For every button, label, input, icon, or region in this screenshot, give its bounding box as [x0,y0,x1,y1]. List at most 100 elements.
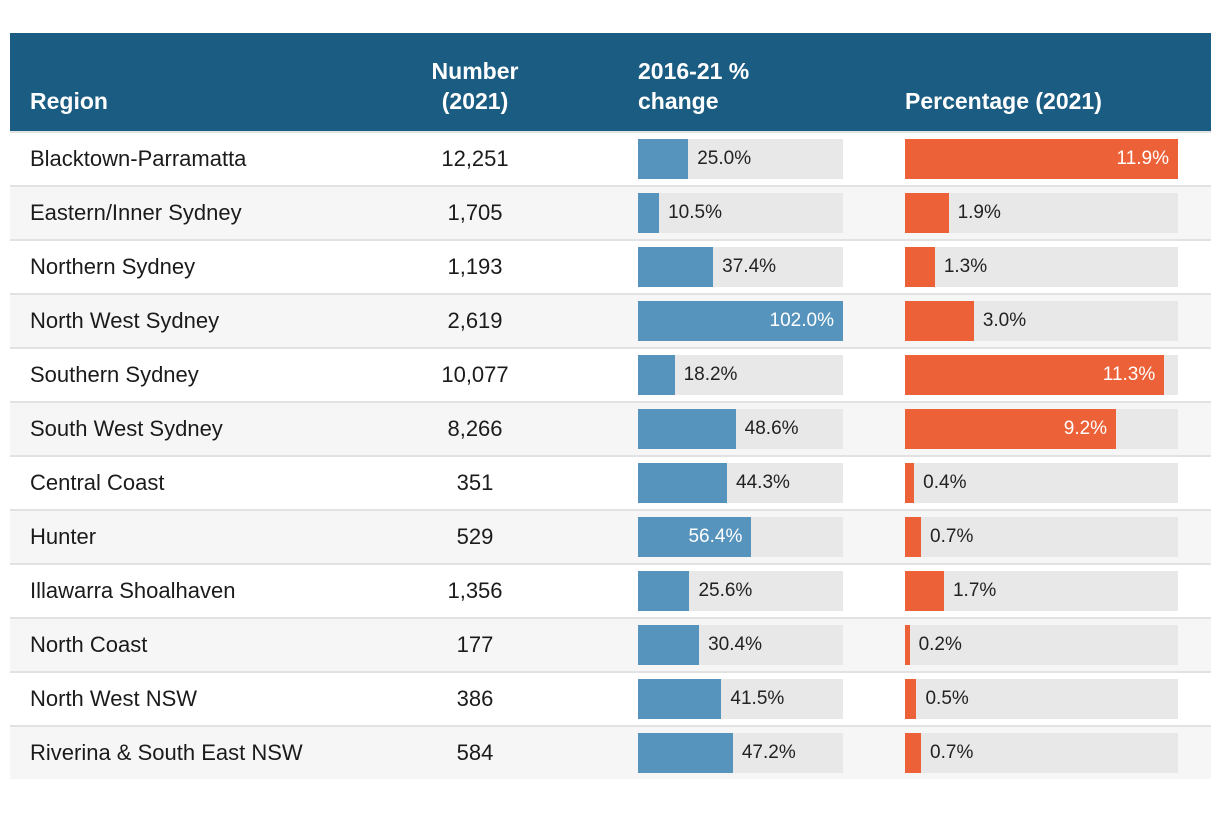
col-header-number-label: Number (2021) [431,58,519,115]
number-cell: 386 [456,686,494,711]
change-bar-cell: 25.6% [560,571,870,611]
change-bar-label: 25.6% [698,580,753,601]
change-bar-label: 30.4% [708,634,762,655]
change-bar-fill [638,571,690,611]
change-bar-cell: 56.4% [560,517,870,557]
change-bar-fill [638,409,736,449]
table-row: Eastern/Inner Sydney 1,705 10.5% 1.9% [10,185,1211,239]
change-bar-fill [638,301,843,341]
change-bar-label: 41.5% [730,688,785,709]
percentage-bar-cell: 0.7% [870,517,1211,557]
regions-table: Region Number (2021) 2016-21 % change Pe… [10,33,1211,779]
region-cell: Riverina & South East NSW [10,731,390,775]
percentage-bar-fill [905,355,1165,395]
table-row: North Coast 177 30.4% 0.2% [10,617,1211,671]
change-bar-label: 18.2% [683,364,738,385]
number-cell: 584 [456,740,494,765]
table-body: Blacktown-Parramatta 12,251 25.0% 11.9% … [10,131,1211,779]
region-label: South West Sydney [30,416,223,442]
percentage-bar-track: 9.2% [905,409,1178,449]
change-bar-fill [638,517,752,557]
region-cell: Hunter [10,515,390,559]
percentage-bar-fill [905,733,922,773]
number-cell: 1,705 [447,200,503,225]
change-bar-fill [638,679,722,719]
percentage-bar-fill [905,193,949,233]
region-cell: Eastern/Inner Sydney [10,191,390,235]
region-label: North West Sydney [30,308,220,334]
percentage-bar-label: 1.7% [952,580,997,601]
change-bar-label: 44.3% [736,472,790,493]
col-header-percentage: Percentage (2021) [870,33,1211,131]
percentage-bar-track: 0.7% [905,733,1178,773]
region-label: Northern Sydney [30,254,196,280]
number-cell: 12,251 [441,146,509,171]
change-bar-track: 56.4% [638,517,843,557]
percentage-bar-track: 1.9% [905,193,1178,233]
percentage-bar-track: 0.7% [905,517,1178,557]
percentage-bar-label: 0.7% [930,526,974,547]
change-bar-fill [638,247,714,287]
table-row: South West Sydney 8,266 48.6% 9.2% [10,401,1211,455]
percentage-bar-track: 11.9% [905,139,1178,179]
change-bar-track: 10.5% [638,193,843,233]
region-cell: Illawarra Shoalhaven [10,569,390,613]
percentage-bar-label: 0.7% [930,742,974,763]
region-label: Central Coast [30,470,165,496]
number-cell: 177 [456,632,494,657]
region-label: Blacktown-Parramatta [30,146,247,172]
percentage-bar-cell: 1.9% [870,193,1211,233]
change-bar-cell: 10.5% [560,193,870,233]
percentage-bar-fill [905,463,915,503]
change-bar-fill [638,625,700,665]
change-bar-cell: 102.0% [560,301,870,341]
percentage-bar-track: 1.3% [905,247,1178,287]
change-bar-cell: 47.2% [560,733,870,773]
percentage-bar-fill [905,409,1117,449]
change-bar-track: 30.4% [638,625,843,665]
percentage-bar-cell: 0.5% [870,679,1211,719]
percentage-bar-label: 9.2% [1063,418,1108,439]
change-bar-label: 25.0% [697,148,752,169]
col-header-change-label: 2016-21 % change [638,58,750,115]
region-label: Hunter [30,524,97,550]
percentage-bar-fill [905,679,917,719]
region-label: Illawarra Shoalhaven [30,578,236,604]
table-header: Region Number (2021) 2016-21 % change Pe… [10,33,1211,131]
table-row: North West Sydney 2,619 102.0% 3.0% [10,293,1211,347]
change-bar-track: 44.3% [638,463,843,503]
change-bar-cell: 30.4% [560,625,870,665]
change-bar-label: 48.6% [744,418,799,439]
region-label: Eastern/Inner Sydney [30,200,242,226]
percentage-bar-cell: 9.2% [870,409,1211,449]
change-bar-track: 25.6% [638,571,843,611]
region-cell: Blacktown-Parramatta [10,137,390,181]
percentage-bar-cell: 11.9% [870,139,1211,179]
percentage-bar-cell: 1.3% [870,247,1211,287]
percentage-bar-track: 11.3% [905,355,1178,395]
number-cell: 1,193 [447,254,503,279]
percentage-bar-label: 11.9% [1116,148,1169,169]
number-cell: 2,619 [447,308,503,333]
change-bar-track: 102.0% [638,301,843,341]
percentage-bar-label: 1.9% [957,202,1001,223]
change-bar-cell: 37.4% [560,247,870,287]
change-bar-track: 47.2% [638,733,843,773]
percentage-bar-track: 1.7% [905,571,1178,611]
change-bar-label: 10.5% [668,202,722,223]
region-cell: North Coast [10,623,390,667]
percentage-bar-fill [905,517,922,557]
percentage-bar-label: 0.2% [918,634,962,655]
table-row: Blacktown-Parramatta 12,251 25.0% 11.9% [10,131,1211,185]
percentage-bar-track: 3.0% [905,301,1178,341]
table-row: Hunter 529 56.4% 0.7% [10,509,1211,563]
number-cell: 1,356 [447,578,503,603]
region-cell: Southern Sydney [10,353,390,397]
number-cell: 529 [456,524,494,549]
table-row: North West NSW 386 41.5% 0.5% [10,671,1211,725]
percentage-bar-fill [905,625,910,665]
change-bar-label: 47.2% [741,742,796,763]
region-cell: Central Coast [10,461,390,505]
table-row: Southern Sydney 10,077 18.2% 11.3% [10,347,1211,401]
percentage-bar-track: 0.4% [905,463,1178,503]
